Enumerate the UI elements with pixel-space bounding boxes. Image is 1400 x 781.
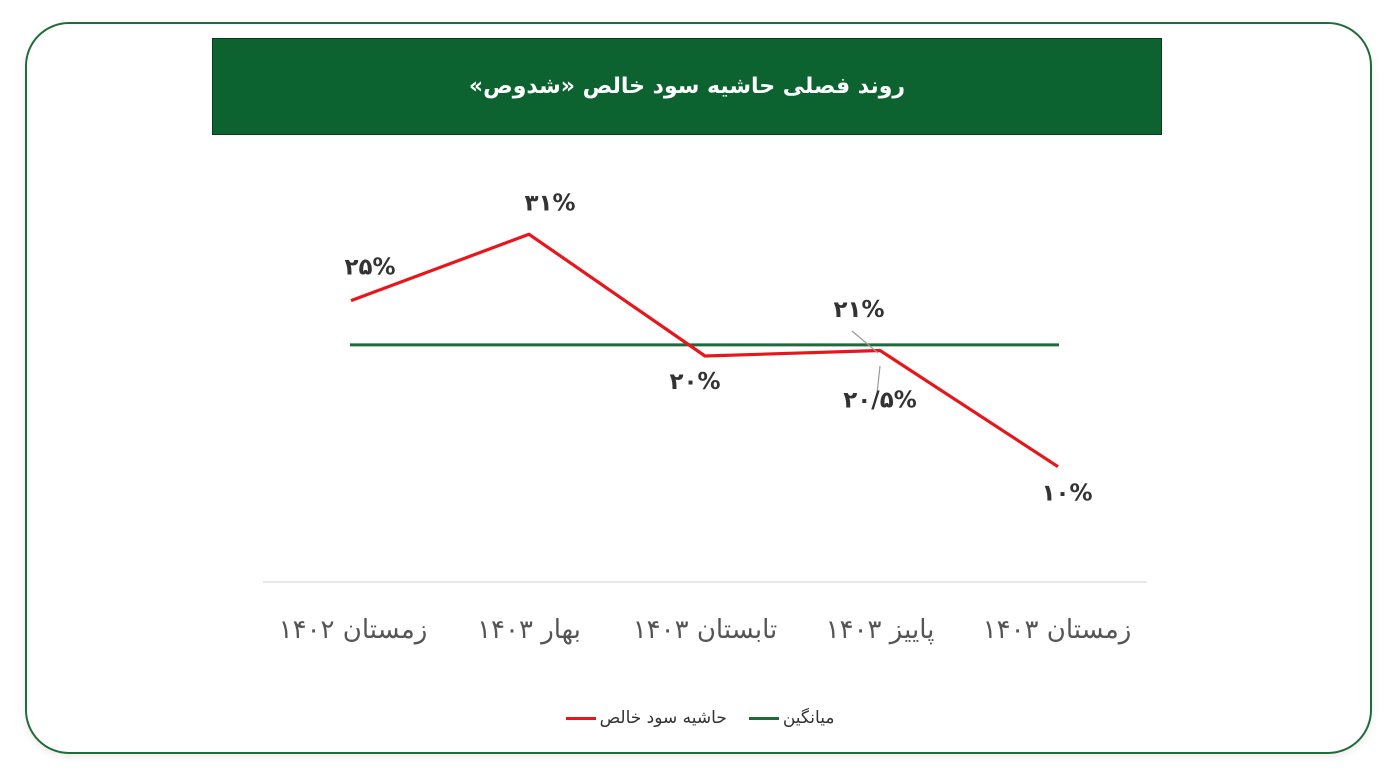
x-tick-label: بهار ۱۴۰۳ (477, 615, 581, 645)
average-label-leader (851, 330, 879, 354)
chart-title-bar: روند فصلی حاشیه سود خالص «شدوص» (212, 38, 1162, 135)
series-line-net-margin (350, 232, 1059, 469)
data-label-net-margin: ۱۰% (1041, 481, 1092, 507)
x-tick-label: پاییز ۱۴۰۳ (826, 615, 935, 645)
legend-swatch-average (748, 716, 779, 720)
data-label-net-margin: ۲۰/۵% (843, 387, 917, 413)
x-tick-label: تابستان ۱۴۰۳ (633, 615, 778, 645)
chart-title: روند فصلی حاشیه سود خالص «شدوص» (468, 74, 906, 99)
legend-label-net-margin: حاشیه سود خالص (599, 708, 727, 728)
data-label-net-margin: ۲۰% (669, 369, 720, 395)
legend-item-average: میانگین (748, 708, 835, 728)
chart-legend: میانگین حاشیه سود خالص (0, 708, 1400, 728)
data-label-net-margin: ۳۱% (524, 190, 575, 216)
x-tick-label: زمستان ۱۴۰۳ (983, 615, 1132, 645)
point-label-leader (876, 365, 881, 395)
x-tick-label: زمستان ۱۴۰۲ (279, 615, 428, 645)
data-label-net-margin: ۲۵% (344, 255, 395, 281)
chart-card (25, 22, 1372, 754)
legend-swatch-net-margin (565, 716, 596, 720)
legend-item-net-margin: حاشیه سود خالص (565, 708, 727, 728)
data-label-average: ۲۱% (833, 297, 884, 323)
legend-label-average: میانگین (782, 708, 835, 728)
